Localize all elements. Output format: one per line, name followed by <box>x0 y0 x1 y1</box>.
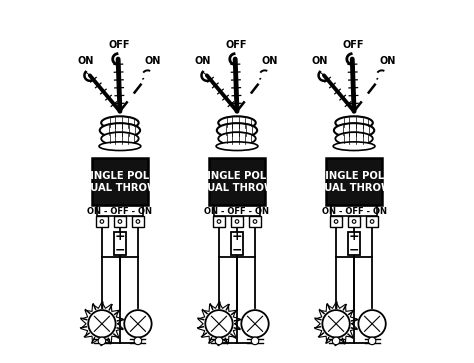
Ellipse shape <box>335 116 373 129</box>
Text: ON - OFF - ON: ON - OFF - ON <box>204 207 270 216</box>
Text: ON: ON <box>194 56 211 66</box>
Circle shape <box>334 220 338 223</box>
Text: +: + <box>232 231 242 244</box>
Text: DUAL THROW: DUAL THROW <box>316 183 392 193</box>
Ellipse shape <box>335 132 373 145</box>
Text: OFF: OFF <box>343 40 365 50</box>
Text: DUAL THROW: DUAL THROW <box>82 183 158 193</box>
Bar <box>231 232 243 255</box>
Circle shape <box>124 310 152 338</box>
Bar <box>326 158 382 205</box>
Circle shape <box>332 337 340 344</box>
Ellipse shape <box>99 142 141 151</box>
Text: ON: ON <box>311 56 328 66</box>
Text: ON: ON <box>77 56 94 66</box>
Circle shape <box>136 220 140 223</box>
Circle shape <box>134 337 142 344</box>
Circle shape <box>217 220 221 223</box>
Text: OFF: OFF <box>226 40 247 50</box>
Ellipse shape <box>218 132 256 145</box>
Bar <box>209 158 265 205</box>
Bar <box>366 216 378 227</box>
Circle shape <box>370 220 374 223</box>
Text: −: − <box>115 244 125 257</box>
Ellipse shape <box>333 142 375 151</box>
Bar <box>114 216 126 227</box>
Circle shape <box>253 220 257 223</box>
Text: SINGLE POLE: SINGLE POLE <box>201 171 273 181</box>
Bar <box>330 216 342 227</box>
FancyBboxPatch shape <box>97 205 143 216</box>
Ellipse shape <box>101 116 139 129</box>
Circle shape <box>352 220 356 223</box>
Text: OFF: OFF <box>109 40 130 50</box>
Circle shape <box>88 310 116 338</box>
Circle shape <box>215 337 223 344</box>
Circle shape <box>241 310 269 338</box>
Circle shape <box>118 220 122 223</box>
Ellipse shape <box>217 123 257 138</box>
Circle shape <box>98 337 106 344</box>
Text: ON: ON <box>262 56 278 66</box>
Circle shape <box>251 337 259 344</box>
Bar <box>96 216 108 227</box>
Circle shape <box>368 337 376 344</box>
Ellipse shape <box>100 123 140 138</box>
Text: −: − <box>349 244 359 257</box>
Text: +: + <box>115 231 125 244</box>
Circle shape <box>358 310 386 338</box>
Ellipse shape <box>334 123 374 138</box>
Text: SINGLE POLE: SINGLE POLE <box>318 171 391 181</box>
Text: ON: ON <box>145 56 161 66</box>
FancyBboxPatch shape <box>214 205 260 216</box>
Bar <box>348 232 360 255</box>
Bar <box>213 216 225 227</box>
Ellipse shape <box>218 116 256 129</box>
Text: SINGLE POLE: SINGLE POLE <box>83 171 156 181</box>
Circle shape <box>235 220 239 223</box>
Bar <box>249 216 261 227</box>
Text: +: + <box>349 231 359 244</box>
Circle shape <box>100 220 104 223</box>
Bar <box>114 232 126 255</box>
Ellipse shape <box>216 142 258 151</box>
Bar <box>348 216 360 227</box>
Ellipse shape <box>101 132 139 145</box>
Text: −: − <box>232 244 242 257</box>
Text: DUAL THROW: DUAL THROW <box>199 183 275 193</box>
Bar <box>92 158 148 205</box>
FancyBboxPatch shape <box>331 205 377 216</box>
Circle shape <box>205 310 233 338</box>
Text: ON - OFF - ON: ON - OFF - ON <box>321 207 387 216</box>
Bar <box>231 216 243 227</box>
Text: ON - OFF - ON: ON - OFF - ON <box>87 207 153 216</box>
Bar <box>132 216 144 227</box>
Text: ON: ON <box>379 56 395 66</box>
Circle shape <box>322 310 350 338</box>
